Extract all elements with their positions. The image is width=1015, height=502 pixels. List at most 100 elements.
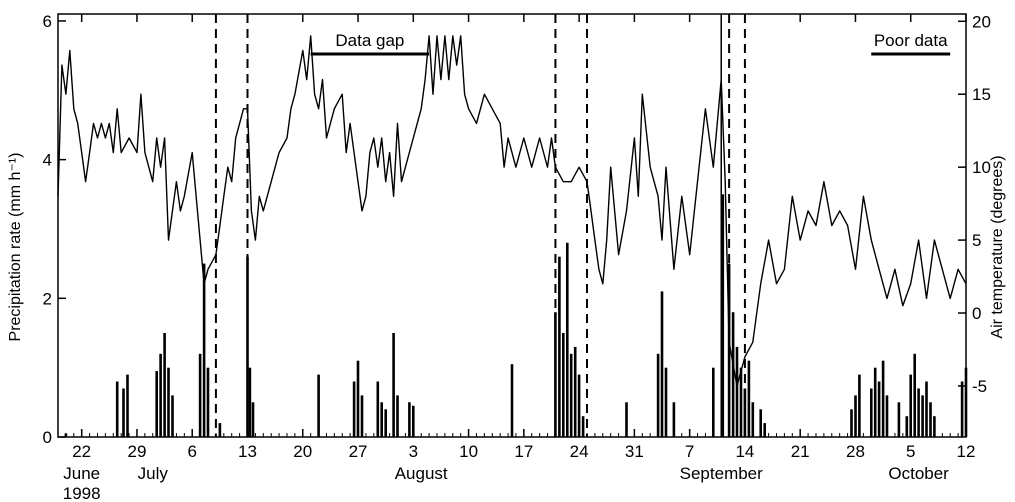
- y-left-tick-label: 0: [43, 428, 52, 447]
- x-tick-label: 5: [906, 442, 915, 461]
- x-month-label: September: [680, 464, 763, 483]
- precipitation-bar: [913, 353, 916, 437]
- precipitation-bar: [356, 360, 360, 437]
- precipitation-bar: [731, 312, 735, 437]
- x-month-label: October: [888, 464, 949, 483]
- precipitation-bar: [858, 374, 861, 437]
- precipitation-bar: [396, 395, 399, 437]
- precipitation-bar: [352, 381, 356, 437]
- precipitation-bar: [877, 381, 881, 437]
- y-right-tick-label: 10: [972, 158, 991, 177]
- y-right-tick-label: 5: [972, 231, 981, 250]
- precipitation-bar: [854, 395, 857, 437]
- precipitation-bar: [126, 374, 129, 437]
- x-tick-label: 6: [187, 442, 196, 461]
- x-tick-label: 7: [685, 442, 694, 461]
- precipitation-bar: [873, 367, 877, 437]
- x-tick-label: 3: [409, 442, 418, 461]
- precipitation-bar: [202, 263, 206, 437]
- precipitation-bar: [933, 416, 936, 437]
- y-axis-right-label: Air temperature (degrees): [989, 155, 1006, 338]
- precipitation-bar: [412, 405, 415, 437]
- precipitation-bar: [566, 242, 569, 437]
- precipitation-bar: [850, 409, 853, 437]
- x-tick-label: 29: [127, 442, 146, 461]
- annotation-label: Poor data: [874, 31, 948, 50]
- x-tick-label: 22: [72, 442, 91, 461]
- precipitation-bar: [664, 367, 668, 437]
- plot-area: Data gap Poor data: [57, 14, 968, 437]
- precipitation-bar: [218, 423, 222, 437]
- precipitation-bar: [159, 353, 162, 437]
- plot-frame: [57, 13, 967, 438]
- precipitation-bar: [380, 402, 383, 437]
- x-tick-label: 24: [570, 442, 589, 461]
- y-right-tick-label: 20: [972, 12, 991, 31]
- precipitation-bar: [759, 409, 762, 437]
- precipitation-bar: [751, 402, 755, 437]
- precipitation-bar: [155, 371, 158, 437]
- precipitation-bar: [581, 416, 585, 437]
- y-left-tick-label: 4: [43, 151, 52, 170]
- y-right-tick-label: -5: [972, 377, 987, 396]
- x-year-label: 1998: [63, 484, 101, 502]
- x-tick-label: 27: [349, 442, 368, 461]
- precipitation-bar: [573, 346, 577, 437]
- precipitation-bar: [360, 395, 364, 437]
- precipitation-bar: [251, 402, 255, 437]
- x-month-label: August: [395, 464, 448, 483]
- x-tick-label: 17: [514, 442, 533, 461]
- x-month-label: July: [138, 464, 169, 483]
- precipitation-bar: [569, 353, 573, 437]
- y-axis-left-label: Precipitation rate (mm h⁻¹): [7, 153, 24, 342]
- x-tick-label: 12: [957, 442, 976, 461]
- y-right-tick-label: 15: [972, 85, 991, 104]
- precipitation-bar: [897, 402, 901, 437]
- precipitation-bar: [929, 402, 932, 437]
- precipitation-bar: [376, 381, 380, 437]
- precipitation-bar: [317, 374, 320, 437]
- precipitation-bar: [921, 395, 924, 437]
- precipitation-bar: [206, 367, 210, 437]
- precipitation-bar: [577, 374, 581, 437]
- precipitation-bar: [167, 367, 170, 437]
- x-tick-label: 14: [735, 442, 754, 461]
- y-left-tick-label: 6: [43, 12, 52, 31]
- precipitation-bar: [712, 367, 715, 437]
- precipitation-bar: [625, 402, 628, 437]
- precipitation-bar: [960, 381, 964, 437]
- y-right-tick-label: 0: [972, 304, 981, 323]
- precipitation-bar: [384, 409, 387, 437]
- precipitation-bar: [115, 381, 119, 437]
- precipitation-bar: [672, 402, 676, 437]
- x-tick-label: 28: [846, 442, 865, 461]
- precipitation-bar: [735, 346, 739, 437]
- precipitation-bar: [510, 364, 514, 437]
- annotation-label: Data gap: [335, 31, 404, 50]
- precipitation-bar: [171, 395, 174, 437]
- y-left-tick-label: 2: [43, 289, 52, 308]
- x-month-label: June: [63, 464, 100, 483]
- precipitation-bar: [925, 381, 928, 437]
- precipitation-bar: [198, 353, 202, 437]
- precipitation-bar: [392, 333, 395, 437]
- precipitation-bar: [917, 388, 920, 437]
- air-temperature-line: [57, 35, 967, 387]
- precipitation-bar: [905, 416, 909, 437]
- precipitation-bar: [122, 388, 125, 437]
- precipitation-bar: [885, 395, 889, 437]
- precipitation-bar: [558, 256, 561, 437]
- x-tick-label: 13: [238, 442, 257, 461]
- precipitation-bar: [881, 360, 885, 437]
- precipitation-bar: [870, 388, 873, 437]
- x-tick-label: 10: [459, 442, 478, 461]
- precipitation-bar: [660, 291, 664, 437]
- precipitation-bar: [739, 367, 743, 437]
- precipitation-bar: [909, 374, 912, 437]
- precipitation-bar: [656, 353, 660, 437]
- x-tick-label: 20: [293, 442, 312, 461]
- precipitation-bar: [763, 423, 766, 437]
- x-tick-label: 21: [791, 442, 810, 461]
